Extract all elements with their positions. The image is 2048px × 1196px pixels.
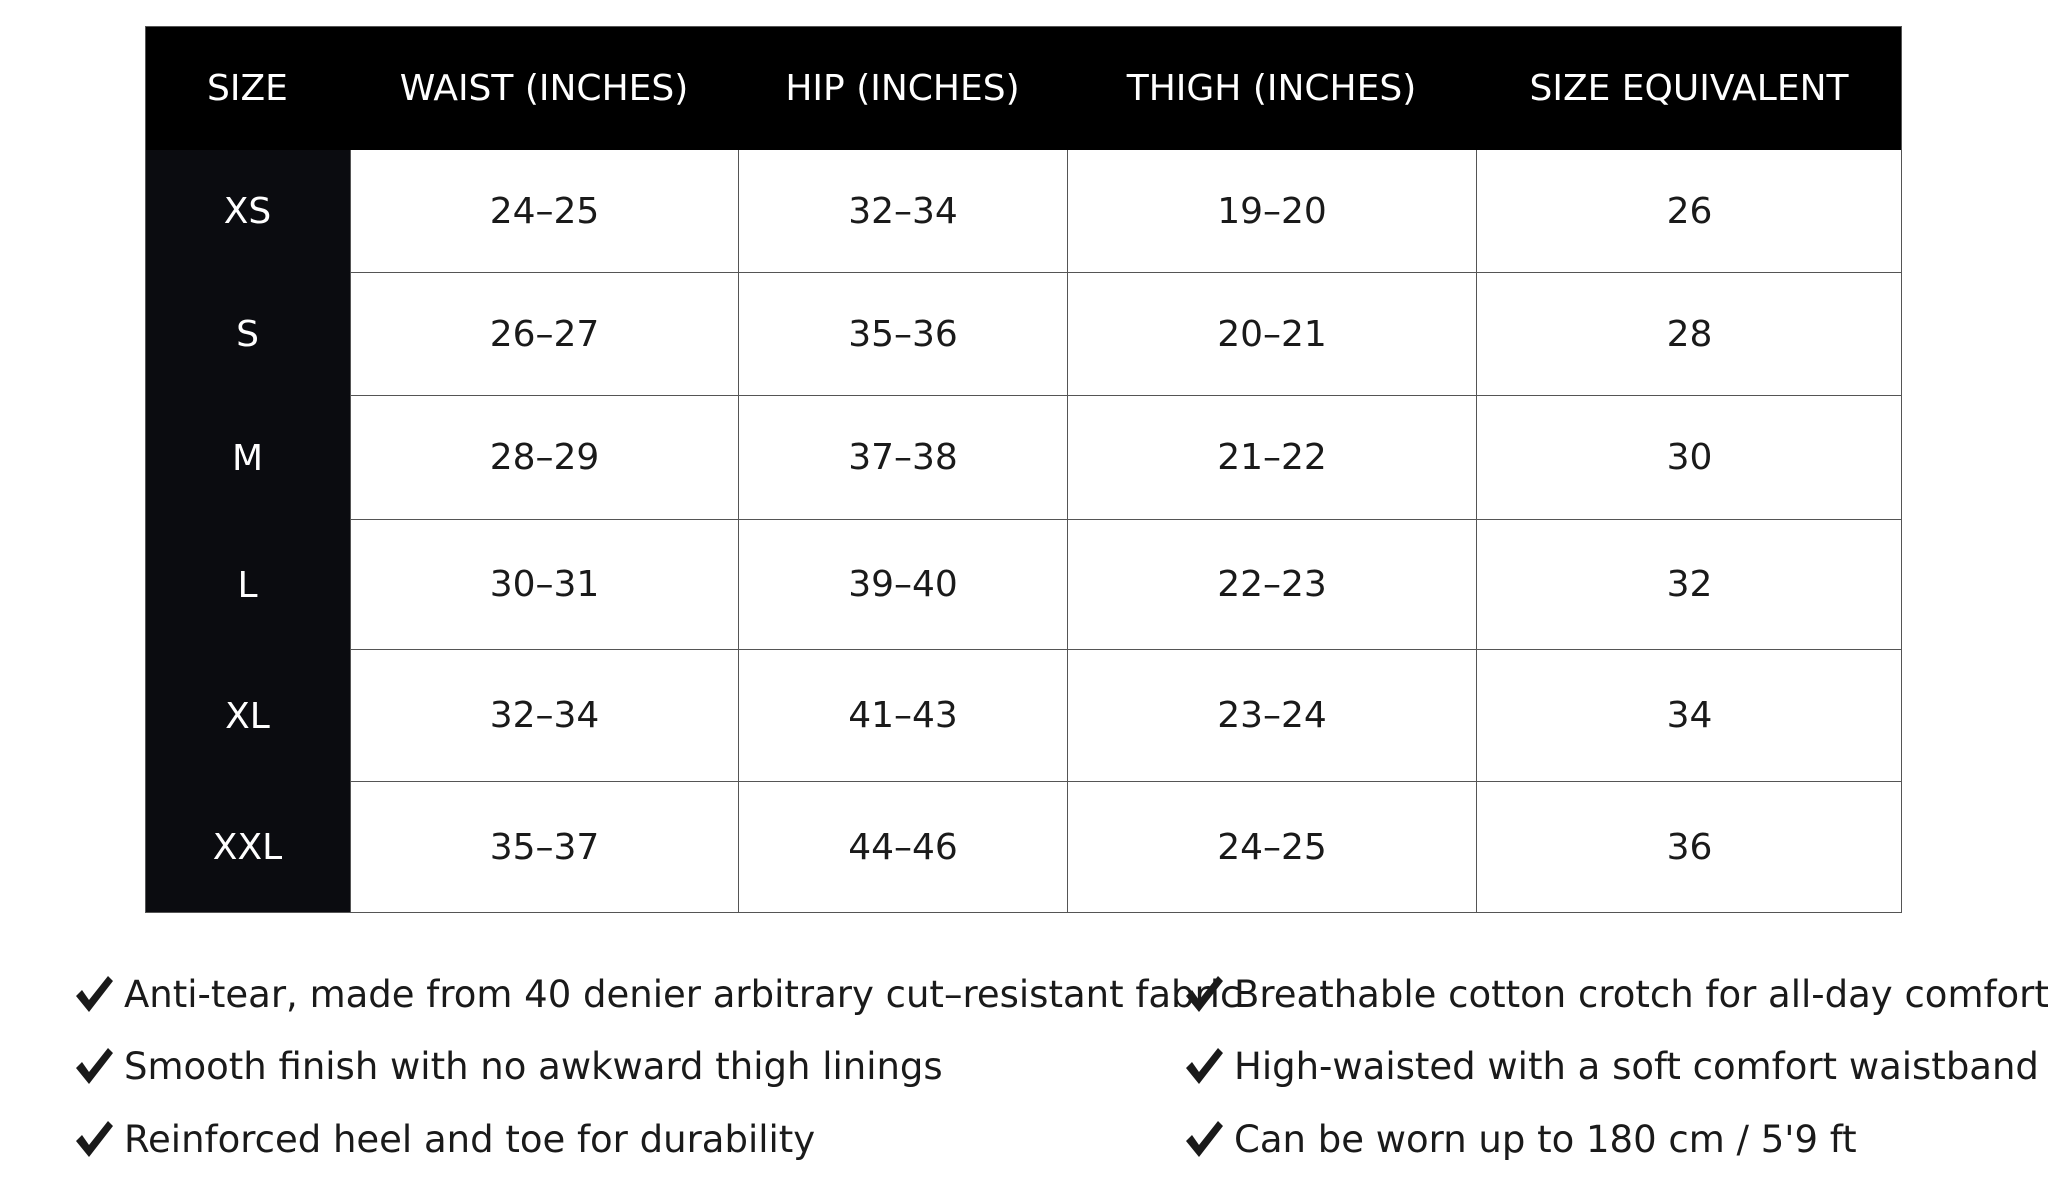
table-cell: 23–24 xyxy=(1067,650,1476,782)
table-cell: 24–25 xyxy=(1067,782,1476,913)
feature-item: Anti-tear, made from 40 denier arbitrary… xyxy=(72,968,1240,1020)
feature-text: Smooth finish with no awkward thigh lini… xyxy=(124,1044,943,1088)
text: WAIST (INCHES) xyxy=(399,67,689,109)
check-icon xyxy=(76,976,113,1012)
text: M xyxy=(231,437,264,479)
text: 32–34 xyxy=(489,695,600,736)
table-cell: 35–36 xyxy=(738,273,1067,396)
text: SIZE EQUIVALENT xyxy=(1529,67,1849,109)
check-icon xyxy=(1186,1121,1223,1157)
text: 28 xyxy=(1666,313,1713,355)
text: 41–43 xyxy=(848,695,958,736)
table-cell: 22–23 xyxy=(1067,520,1476,650)
feature-item: Reinforced heel and toe for durability xyxy=(72,1113,815,1165)
check-icon xyxy=(1186,1048,1223,1084)
size-cell: XL xyxy=(145,650,350,782)
text: 30 xyxy=(1666,437,1713,478)
text: 35–36 xyxy=(848,313,958,355)
table-cell: 44–46 xyxy=(738,782,1067,913)
table-cell: 32–34 xyxy=(738,150,1067,273)
table-cell: 32 xyxy=(1476,520,1902,650)
check-icon xyxy=(76,1048,113,1084)
text: L xyxy=(237,564,258,606)
table-cell: 28–29 xyxy=(350,396,738,520)
table-cell: 21–22 xyxy=(1067,396,1476,520)
text: 34 xyxy=(1666,695,1713,736)
text: 23–24 xyxy=(1217,695,1327,736)
table-cell: 36 xyxy=(1476,782,1902,913)
table-cell: 41–43 xyxy=(738,650,1067,782)
text: 39–40 xyxy=(848,564,958,605)
feature-item: Breathable cotton crotch for all-day com… xyxy=(1182,968,2048,1020)
check-icon xyxy=(76,1121,113,1157)
feature-text: Breathable cotton crotch for all-day com… xyxy=(1234,972,2048,1016)
table-cell: 26–27 xyxy=(350,273,738,396)
header-cell: SIZE xyxy=(145,26,350,150)
text: 37–38 xyxy=(848,437,958,478)
size-cell: L xyxy=(145,520,350,650)
feature-text: Anti-tear, made from 40 denier arbitrary… xyxy=(124,972,1241,1016)
text: 26–27 xyxy=(489,313,600,355)
table-cell: 30–31 xyxy=(350,520,738,650)
feature-text: Can be worn up to 180 cm / 5'9 ft xyxy=(1234,1117,1857,1161)
table-cell: 39–40 xyxy=(738,520,1067,650)
text: XXL xyxy=(212,827,283,868)
table-cell: 26 xyxy=(1476,150,1902,273)
text: SIZE xyxy=(207,67,288,109)
table-cell: 35–37 xyxy=(350,782,738,913)
header-cell: WAIST (INCHES) xyxy=(350,26,738,150)
text: 24–25 xyxy=(1217,826,1327,868)
header-cell: SIZE EQUIVALENT xyxy=(1476,26,1902,150)
table-cell: 24–25 xyxy=(350,150,738,273)
table-cell: 19–20 xyxy=(1067,150,1476,273)
size-cell: S xyxy=(145,273,350,396)
feature-item: Smooth finish with no awkward thigh lini… xyxy=(72,1040,943,1092)
text: 19–20 xyxy=(1217,190,1327,232)
text: 20–21 xyxy=(1217,313,1327,355)
text: 21–22 xyxy=(1217,437,1327,478)
table-cell: 32–34 xyxy=(350,650,738,782)
header-cell: THIGH (INCHES) xyxy=(1067,26,1476,150)
text: 32 xyxy=(1666,564,1713,605)
text: 22–23 xyxy=(1217,564,1327,605)
size-cell: M xyxy=(145,396,350,520)
feature-text: Reinforced heel and toe for durability xyxy=(124,1117,816,1161)
text: 44–46 xyxy=(848,826,958,868)
table-cell: 37–38 xyxy=(738,396,1067,520)
table-cell: 34 xyxy=(1476,650,1902,782)
text: 36 xyxy=(1666,826,1713,868)
feature-text: High-waisted with a soft comfort waistba… xyxy=(1234,1044,2039,1088)
text: 35–37 xyxy=(489,826,600,868)
size-cell: XXL xyxy=(145,782,350,913)
text: HIP (INCHES) xyxy=(785,67,1020,109)
header-cell: HIP (INCHES) xyxy=(738,26,1067,150)
feature-item: Can be worn up to 180 cm / 5'9 ft xyxy=(1182,1113,1857,1165)
text: XL xyxy=(225,695,270,737)
table-cell: 28 xyxy=(1476,273,1902,396)
text: THIGH (INCHES) xyxy=(1126,67,1417,109)
table-cell: 20–21 xyxy=(1067,273,1476,396)
text: 26 xyxy=(1666,190,1713,232)
size-cell: XS xyxy=(145,150,350,273)
table-cell: 30 xyxy=(1476,396,1902,520)
text: 32–34 xyxy=(848,190,958,232)
feature-item: High-waisted with a soft comfort waistba… xyxy=(1182,1040,2039,1092)
text: 30–31 xyxy=(489,564,600,605)
text: 28–29 xyxy=(489,437,600,478)
text: XS xyxy=(223,191,272,232)
check-icon xyxy=(1186,976,1223,1012)
text: 24–25 xyxy=(489,190,600,232)
text: S xyxy=(236,314,259,355)
